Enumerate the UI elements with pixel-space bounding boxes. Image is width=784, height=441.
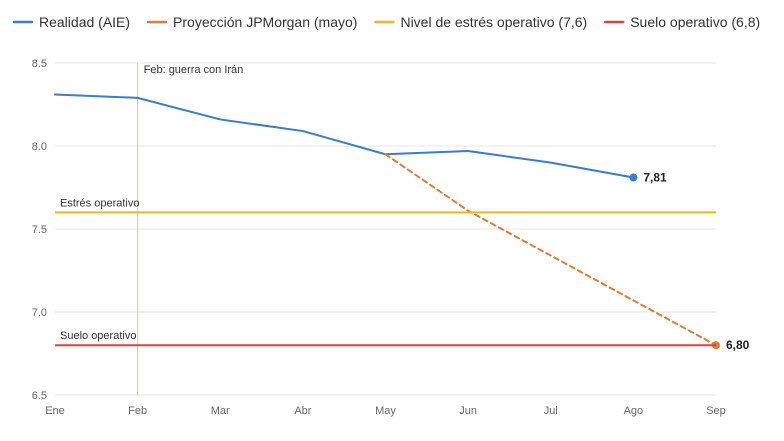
x-tick-label: Sep bbox=[706, 405, 726, 417]
x-tick-label: Jun bbox=[459, 405, 477, 417]
end-value-label: 7,81 bbox=[643, 171, 667, 185]
x-axis: Ene Feb Mar Abr May Jun Jul Ago Sep bbox=[45, 405, 726, 417]
legend-item: Realidad (AIE) bbox=[12, 14, 130, 30]
y-axis: 6.5 7.0 7.5 8.0 8.5 bbox=[32, 58, 47, 402]
x-tick-label: May bbox=[375, 405, 396, 417]
reference-line-label: Estrés operativo bbox=[60, 197, 139, 209]
legend-item: Proyección JPMorgan (mayo) bbox=[146, 14, 357, 30]
x-tick-label: Feb bbox=[128, 405, 147, 417]
y-tick-label: 7.5 bbox=[32, 224, 47, 236]
end-value-label: 6,80 bbox=[726, 338, 750, 352]
event-label: Feb: guerra con Irán bbox=[144, 64, 244, 76]
y-tick-label: 8.0 bbox=[32, 141, 47, 153]
x-tick-label: Ene bbox=[45, 405, 65, 417]
chart-legend: Realidad (AIE) Proyección JPMorgan (mayo)… bbox=[12, 14, 760, 30]
x-tick-label: Mar bbox=[211, 405, 230, 417]
series-suelo-operativo-6-8: Suelo operativo bbox=[55, 330, 716, 347]
series-nivel-de-estres-operativo-7-6: Estrés operativo bbox=[55, 197, 716, 214]
series-proyeccion-jpmorgan-mayo: 6,80 bbox=[384, 153, 750, 352]
y-tick-label: 6.5 bbox=[32, 390, 47, 402]
event-marker: Feb: guerra con Irán bbox=[137, 63, 244, 395]
series-end-point bbox=[629, 173, 638, 182]
y-tick-label: 8.5 bbox=[32, 58, 47, 70]
series-line bbox=[54, 93, 635, 179]
x-tick-label: Jul bbox=[544, 405, 558, 417]
y-tick-label: 7.0 bbox=[32, 307, 47, 319]
legend-item: Nivel de estrés operativo (7,6) bbox=[374, 14, 587, 30]
x-tick-label: Ago bbox=[624, 405, 644, 417]
series-realidad-aie: 7,81 bbox=[54, 93, 667, 185]
chart-grid bbox=[55, 62, 716, 396]
legend-label: Suelo operativo (6,8) bbox=[630, 14, 760, 30]
legend-label: Nivel de estrés operativo (7,6) bbox=[400, 14, 587, 30]
legend-item: Suelo operativo (6,8) bbox=[603, 14, 760, 30]
x-tick-label: Abr bbox=[294, 405, 311, 417]
legend-label: Proyección JPMorgan (mayo) bbox=[173, 14, 357, 30]
reference-line-label: Suelo operativo bbox=[60, 330, 136, 342]
series-line bbox=[384, 153, 717, 347]
legend-label: Realidad (AIE) bbox=[39, 14, 130, 30]
chart-series: 7,81 6,80 Estrés operativo Suelo operativo bbox=[54, 93, 750, 352]
